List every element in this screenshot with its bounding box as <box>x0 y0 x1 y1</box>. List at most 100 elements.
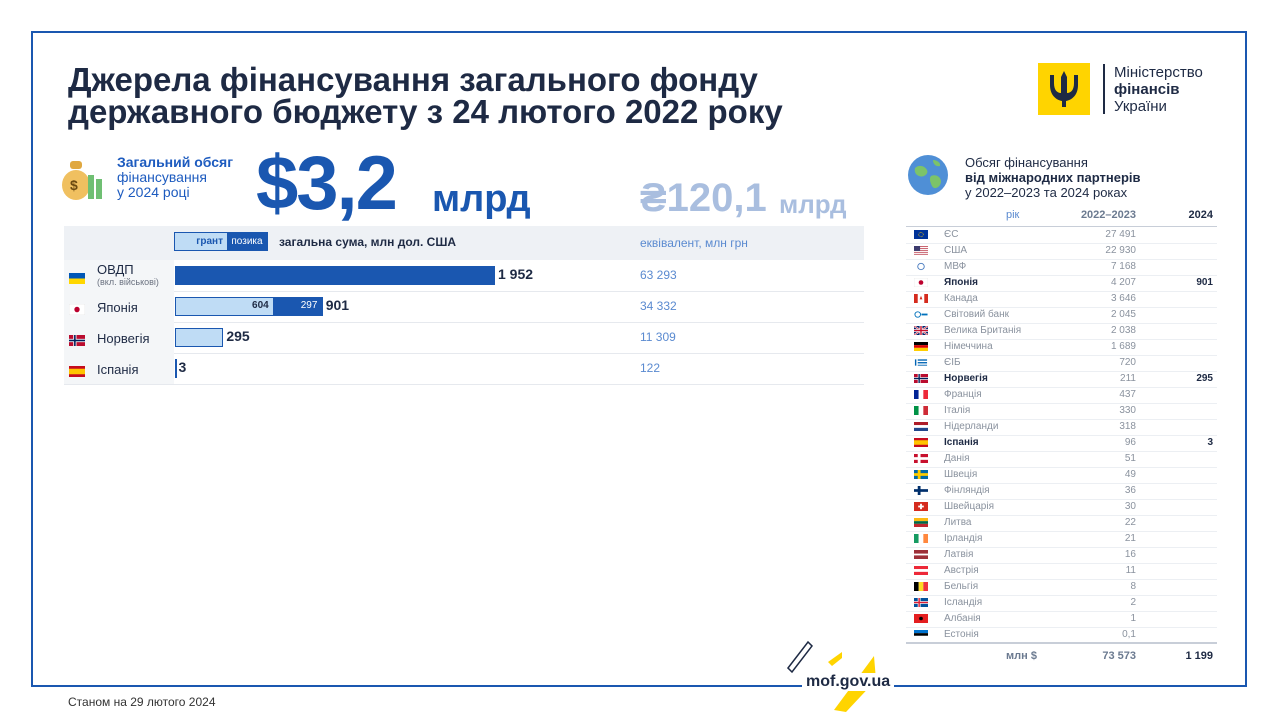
bar-loan <box>175 266 495 285</box>
segment-label: 604 <box>252 300 269 311</box>
partner-name: Іспанія <box>944 437 979 448</box>
partner-name: Японія <box>944 277 978 288</box>
total-uah: ₴120,1 <box>640 176 767 220</box>
category-label: Іспанія <box>97 362 139 377</box>
japan-flag-icon <box>68 302 86 316</box>
equivalent-uah: 34 332 <box>640 299 677 313</box>
partner-row: Франція 437 <box>906 387 1217 404</box>
partner-value-2022-2023: 21 <box>1124 533 1136 544</box>
legend-grant: грант <box>175 233 227 250</box>
logo-separator <box>1103 64 1105 114</box>
netherlands-flag-icon <box>914 422 928 431</box>
partner-row: Латвія 16 <box>906 547 1217 564</box>
usa-flag-icon <box>914 246 928 259</box>
site-url[interactable]: mof.gov.ua <box>802 673 895 691</box>
imf-logo-icon <box>914 262 928 271</box>
bar-total-label: 3 <box>178 359 187 375</box>
partner-name: Ісландія <box>944 597 983 608</box>
partner-value-2022-2023: 4 207 <box>1110 277 1136 288</box>
partner-name: Австрія <box>944 565 979 576</box>
japan-flag-icon <box>913 277 929 288</box>
footer-date: Станом на 29 лютого 2024 <box>68 695 216 709</box>
category-note: (вкл. військові) <box>97 277 159 287</box>
globe-icon <box>907 154 949 196</box>
total-usd: $3,2 <box>256 141 398 226</box>
bar-row: Іспанія 3 122 <box>64 353 864 385</box>
partner-row: Італія 330 <box>906 403 1217 420</box>
partner-row: Швеція 49 <box>906 467 1217 484</box>
money-bag-icon: $ <box>58 155 108 201</box>
ukraine-flag-icon <box>69 271 85 284</box>
total-unit: млн $ <box>1006 650 1037 662</box>
partner-value-2024: 901 <box>1196 277 1213 288</box>
latvia-flag-icon <box>914 550 928 559</box>
spain-flag-icon <box>69 364 85 377</box>
category-label: ОВДП (вкл. військові) <box>97 262 159 287</box>
partner-value-2022-2023: 8 <box>1130 581 1136 592</box>
partner-row: Нідерланди 318 <box>906 419 1217 436</box>
total-usd-unit: млрд <box>432 178 531 220</box>
partner-row: Канада 3 646 <box>906 291 1217 308</box>
partner-name: Швеція <box>944 469 978 480</box>
category-label: Японія <box>97 300 138 315</box>
partner-value-2022-2023: 7 168 <box>1110 261 1136 272</box>
total-label: Загальний обсяг фінансування у 2024 році <box>117 154 234 200</box>
legend: грант позика <box>174 232 268 251</box>
partner-row: Албанія 1 <box>906 611 1217 628</box>
partner-name: Швейцарія <box>944 501 994 512</box>
partner-value-2022-2023: 1 <box>1130 613 1136 624</box>
estonia-flag-icon <box>914 630 928 639</box>
row-label-cell: Іспанія <box>64 353 174 384</box>
partner-value-2024: 295 <box>1196 373 1213 384</box>
partner-value-2022-2023: 211 <box>1120 373 1136 384</box>
ministry-logo-text: Міністерство фінансів України <box>1114 64 1203 115</box>
category-label: Норвегія <box>97 331 150 346</box>
partner-row: Німеччина 1 689 <box>906 339 1217 356</box>
header-equivalent: еквівалент, млн грн <box>640 236 748 250</box>
spain-flag-icon <box>914 438 928 447</box>
bar-total-label: 295 <box>226 328 250 344</box>
partner-value-2022-2023: 330 <box>1119 405 1136 416</box>
col-2024: 2024 <box>1188 209 1213 221</box>
partner-row: Велика Британія 2 038 <box>906 323 1217 340</box>
partner-row: Литва 22 <box>906 515 1217 532</box>
partner-name: Литва <box>944 517 972 528</box>
partner-value-2022-2023: 51 <box>1124 453 1136 464</box>
partner-name: Нідерланди <box>944 421 999 432</box>
partner-value-2022-2023: 96 <box>1124 437 1136 448</box>
bar-loan <box>274 297 323 316</box>
partner-value-2024: 3 <box>1207 437 1213 448</box>
partner-name: Канада <box>944 293 978 304</box>
partner-name: Норвегія <box>944 373 988 384</box>
sweden-flag-icon <box>914 470 928 479</box>
col-2022-2023: 2022–2023 <box>1080 209 1136 221</box>
partner-value-2022-2023: 437 <box>1119 389 1136 400</box>
row-label-cell: Японія <box>64 291 174 322</box>
total-2024: 1 199 <box>1185 650 1213 662</box>
partners-header: рік 2022–2023 2024 <box>906 206 1217 227</box>
col-year: рік <box>1006 209 1020 221</box>
partner-value-2022-2023: 22 <box>1124 517 1136 528</box>
france-flag-icon <box>914 390 928 399</box>
partner-name: Ірландія <box>944 533 983 544</box>
partner-name: Данія <box>944 453 970 464</box>
bar-row: Норвегія 295 11 309 <box>64 322 864 354</box>
row-label-cell: Норвегія <box>64 322 174 353</box>
partner-value-2022-2023: 2 <box>1130 597 1136 608</box>
partner-name: Світовий банк <box>944 309 1010 320</box>
bar-loan <box>175 359 177 378</box>
equivalent-uah: 63 293 <box>640 268 677 282</box>
finland-flag-icon <box>914 486 928 495</box>
title-line-1: Джерела фінансування загального фонду <box>68 61 758 98</box>
partner-row: США 22 930 <box>906 243 1217 260</box>
uk-flag-icon <box>913 325 929 336</box>
bar-row: Японія 604 297 901 34 332 <box>64 291 864 323</box>
albania-flag-icon <box>914 614 928 623</box>
partners-title: Обсяг фінансування від міжнародних партн… <box>965 155 1141 200</box>
norway-flag-icon <box>69 333 85 346</box>
partner-row: Світовий банк 2 045 <box>906 307 1217 324</box>
partner-name: Франція <box>944 389 982 400</box>
partner-value-2022-2023: 27 491 <box>1105 229 1136 240</box>
title-line-2: державного бюджету з 24 лютого 2022 року <box>68 93 783 130</box>
partner-value-2022-2023: 720 <box>1119 357 1136 368</box>
